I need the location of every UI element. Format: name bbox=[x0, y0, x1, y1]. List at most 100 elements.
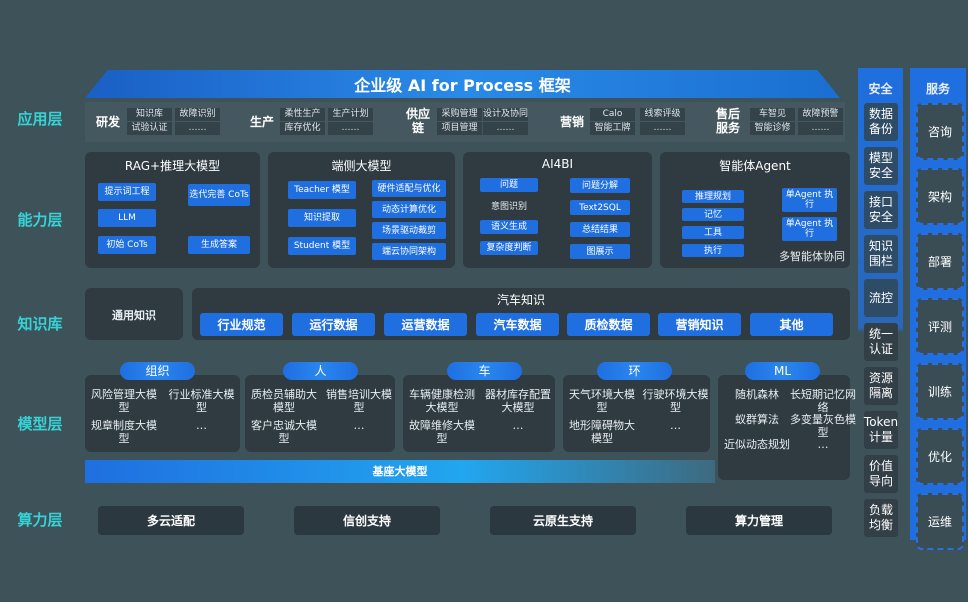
app-item[interactable]: 故障预警 bbox=[798, 108, 843, 121]
model-item: 器材库存配置大模型 bbox=[485, 388, 551, 414]
app-item[interactable]: 设计及协同 bbox=[483, 108, 529, 121]
agent-capability: 执行 bbox=[682, 244, 744, 257]
edge-step: Teacher 模型 bbox=[288, 181, 356, 199]
service-item[interactable]: 运维 bbox=[916, 493, 964, 550]
model-item: … bbox=[512, 419, 524, 432]
app-item[interactable]: …… bbox=[483, 122, 528, 135]
model-group-panel bbox=[403, 375, 555, 452]
knowledge-item[interactable]: 质检数据 bbox=[567, 313, 650, 336]
agent-capability: 工具 bbox=[682, 226, 744, 239]
knowledge-item[interactable]: 行业规范 bbox=[200, 313, 283, 336]
model-item: … bbox=[670, 419, 681, 432]
service-item[interactable]: 咨询 bbox=[916, 103, 964, 160]
model-group-0[interactable]: 组织 bbox=[120, 362, 195, 380]
knowledge-item[interactable]: 营销知识 bbox=[658, 313, 741, 336]
service-item[interactable]: 评测 bbox=[916, 298, 964, 355]
model-item: 近似动态规划 bbox=[724, 438, 790, 451]
service-item[interactable]: 训练 bbox=[916, 363, 964, 420]
agent-executor: 单Agent 执行 bbox=[782, 188, 837, 212]
app-item[interactable]: 故障识别 bbox=[175, 108, 220, 121]
ai4bi-step: 问题 bbox=[480, 178, 538, 192]
ai4bi-step: 问题分解 bbox=[570, 178, 630, 193]
security-item[interactable]: 价值导向 bbox=[864, 455, 898, 493]
knowledge-item[interactable]: 汽车数据 bbox=[476, 313, 559, 336]
service-item[interactable]: 部署 bbox=[916, 233, 964, 290]
app-item[interactable]: …… bbox=[328, 122, 373, 135]
edge-feature: 端云协同架构 bbox=[372, 243, 446, 260]
app-item[interactable]: 生产计划 bbox=[328, 108, 373, 121]
security-item[interactable]: 数据备份 bbox=[864, 103, 898, 141]
model-item: 随机森林 bbox=[735, 388, 779, 401]
knowledge-item[interactable]: 其他 bbox=[750, 313, 833, 336]
security-item[interactable]: 接口安全 bbox=[864, 191, 898, 229]
rag-step: LLM bbox=[98, 209, 156, 227]
app-item[interactable]: 线索评级 bbox=[640, 108, 685, 121]
app-item[interactable]: …… bbox=[798, 122, 843, 135]
model-item: 规章制度大模型 bbox=[91, 419, 157, 445]
app-item[interactable]: 柔性生产 bbox=[280, 108, 325, 121]
rag-step: 提示词工程 bbox=[98, 183, 156, 201]
ai4bi-step: 语义生成 bbox=[480, 220, 538, 234]
app-item[interactable]: …… bbox=[175, 122, 220, 135]
model-group-panel bbox=[245, 375, 395, 452]
model-item: 风险管理大模型 bbox=[91, 388, 157, 414]
security-item[interactable]: Token计量 bbox=[864, 411, 898, 449]
knowledge-item[interactable]: 运行数据 bbox=[292, 313, 375, 336]
model-item: 行驶环境大模型 bbox=[642, 388, 709, 414]
rag-step: 生成答案 bbox=[188, 236, 250, 254]
app-item[interactable]: 智能工牌 bbox=[590, 122, 635, 135]
layer-label-capability: 能力层 bbox=[17, 211, 63, 229]
compute-item[interactable]: 信创支持 bbox=[294, 506, 440, 535]
model-group-2[interactable]: 车 bbox=[447, 362, 522, 380]
model-group-4[interactable]: ML bbox=[745, 362, 820, 380]
app-group-name: 研发 bbox=[95, 115, 120, 129]
compute-item[interactable]: 算力管理 bbox=[686, 506, 832, 535]
model-group-panel bbox=[718, 375, 850, 480]
security-item[interactable]: 流控 bbox=[864, 279, 898, 317]
layer-label-model: 模型层 bbox=[17, 415, 63, 433]
service-item[interactable]: 优化 bbox=[916, 428, 964, 485]
model-group-3[interactable]: 环 bbox=[597, 362, 672, 380]
app-item[interactable]: 项目管理 bbox=[437, 122, 482, 135]
security-item[interactable]: 统一认证 bbox=[864, 323, 898, 361]
model-group-1[interactable]: 人 bbox=[283, 362, 358, 380]
knowledge-item[interactable]: 运营数据 bbox=[384, 313, 467, 336]
security-item[interactable]: 知识围栏 bbox=[864, 235, 898, 273]
security-item[interactable]: 负载均衡 bbox=[864, 499, 898, 537]
model-item: 多变量灰色模型 bbox=[790, 413, 856, 439]
edge-step: Student 模型 bbox=[288, 237, 356, 255]
model-item: … bbox=[196, 419, 207, 432]
rag-title: RAG+推理大模型 bbox=[124, 159, 221, 173]
service-title: 服务 bbox=[925, 82, 950, 96]
ai4bi-step: 意图识别 bbox=[490, 202, 527, 212]
app-item[interactable]: 智能诊修 bbox=[750, 122, 795, 135]
app-item[interactable]: 试验认证 bbox=[127, 122, 172, 135]
model-item: … bbox=[817, 438, 829, 451]
compute-item[interactable]: 云原生支持 bbox=[490, 506, 636, 535]
model-item: 长短期记忆网络 bbox=[790, 388, 856, 414]
rag-step: 迭代完善 CoTs bbox=[188, 184, 250, 206]
layer-label-knowledge: 知识库 bbox=[17, 315, 63, 333]
service-item[interactable]: 架构 bbox=[916, 168, 964, 225]
app-item[interactable]: 知识库 bbox=[127, 108, 172, 121]
app-item[interactable]: 库存优化 bbox=[280, 122, 325, 135]
edge-step: 知识提取 bbox=[288, 209, 356, 227]
model-item: 蚁群算法 bbox=[735, 413, 779, 426]
model-item: 故障维修大模型 bbox=[409, 419, 475, 445]
agent-executor: 单Agent 执行 bbox=[782, 217, 837, 241]
security-item[interactable]: 模型安全 bbox=[864, 147, 898, 185]
model-item: 天气环境大模型 bbox=[569, 388, 635, 414]
general-knowledge: 通用知识 bbox=[112, 309, 156, 322]
app-item[interactable]: Calo bbox=[590, 108, 635, 121]
compute-item[interactable]: 多云适配 bbox=[98, 506, 244, 535]
ai4bi-step: 复杂度判断 bbox=[480, 241, 538, 255]
app-item[interactable]: 采购管理 bbox=[437, 108, 482, 121]
security-item[interactable]: 资源隔离 bbox=[864, 367, 898, 405]
edge-feature: 硬件适配与优化 bbox=[372, 180, 446, 197]
app-group-name: 生产 bbox=[249, 115, 274, 129]
model-item: 客户忠诚大模型 bbox=[251, 419, 317, 445]
ai4bi-step: 总结结果 bbox=[570, 222, 630, 237]
general-knowledge-panel bbox=[85, 288, 183, 340]
app-item[interactable]: …… bbox=[640, 122, 685, 135]
app-item[interactable]: 车智见 bbox=[750, 108, 795, 121]
